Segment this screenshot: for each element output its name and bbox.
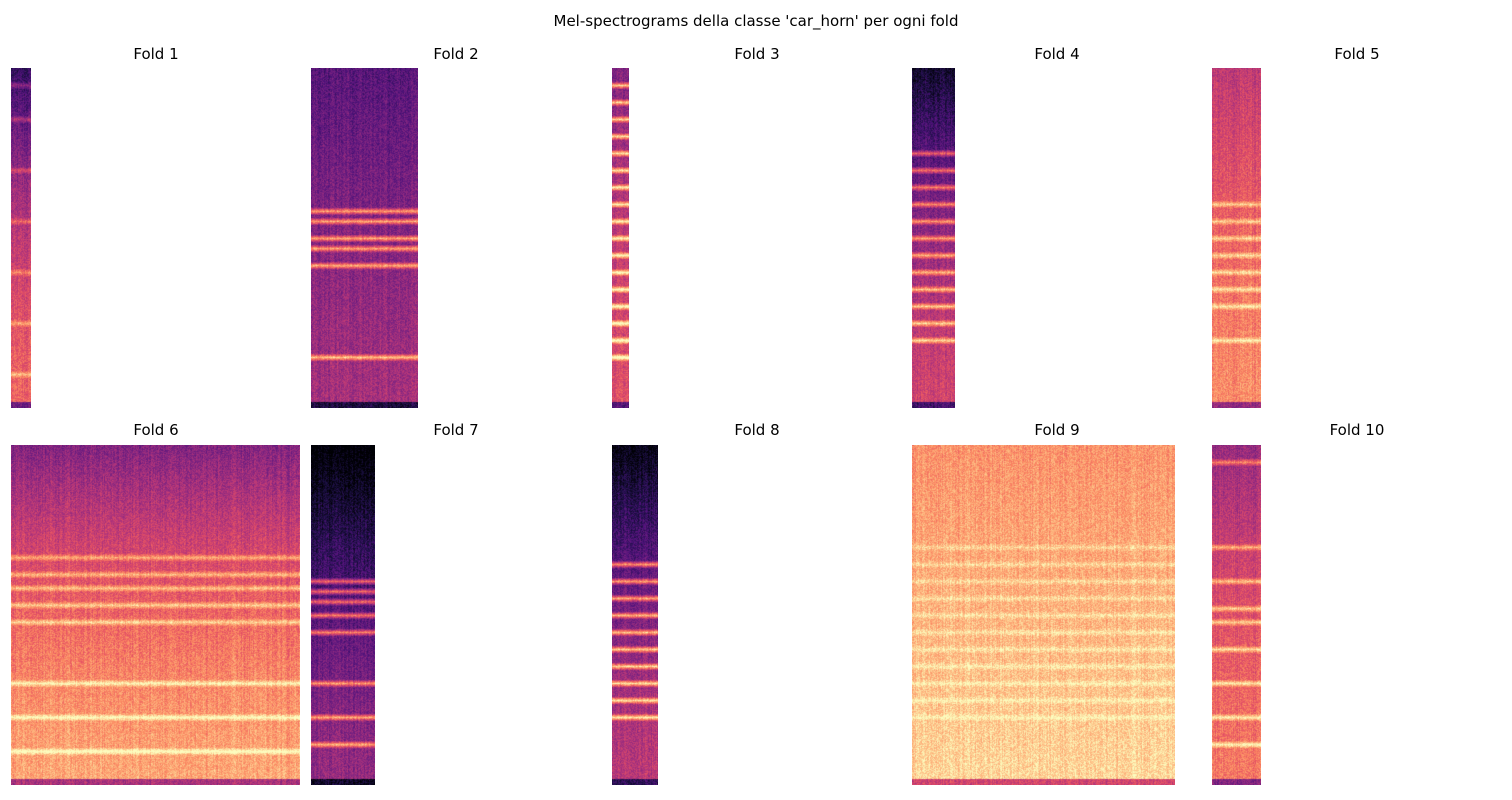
spectrogram-canvas (11, 445, 300, 785)
spectrogram-heatmap (311, 445, 375, 785)
spectrogram-canvas (612, 445, 658, 785)
panel-title: Fold 2 (433, 45, 479, 63)
spectrogram-canvas (912, 445, 1175, 785)
spectrogram-heatmap (1212, 68, 1261, 408)
spectrogram-canvas (612, 68, 629, 408)
panel-title: Fold 9 (1034, 421, 1080, 439)
spectrogram-canvas (1212, 68, 1261, 408)
panel-title: Fold 4 (1034, 45, 1080, 63)
spectrogram-heatmap (612, 68, 629, 408)
spectrogram-canvas (11, 68, 31, 408)
figure-suptitle: Mel-spectrograms della classe 'car_horn'… (553, 12, 959, 30)
spectrogram-heatmap (11, 68, 31, 408)
panel-title: Fold 5 (1334, 45, 1380, 63)
spectrogram-canvas (1212, 445, 1261, 785)
spectrogram-canvas (311, 445, 375, 785)
spectrogram-canvas (311, 68, 418, 408)
spectrogram-heatmap (1212, 445, 1261, 785)
panel-title: Fold 10 (1329, 421, 1385, 439)
panel-title: Fold 8 (734, 421, 780, 439)
spectrogram-heatmap (912, 68, 955, 408)
panel-title: Fold 7 (433, 421, 479, 439)
panel-title: Fold 1 (133, 45, 179, 63)
spectrogram-heatmap (612, 445, 658, 785)
spectrogram-heatmap (912, 445, 1175, 785)
panel-title: Fold 3 (734, 45, 780, 63)
spectrogram-heatmap (11, 445, 300, 785)
panel-title: Fold 6 (133, 421, 179, 439)
spectrogram-heatmap (311, 68, 418, 408)
spectrogram-canvas (912, 68, 955, 408)
